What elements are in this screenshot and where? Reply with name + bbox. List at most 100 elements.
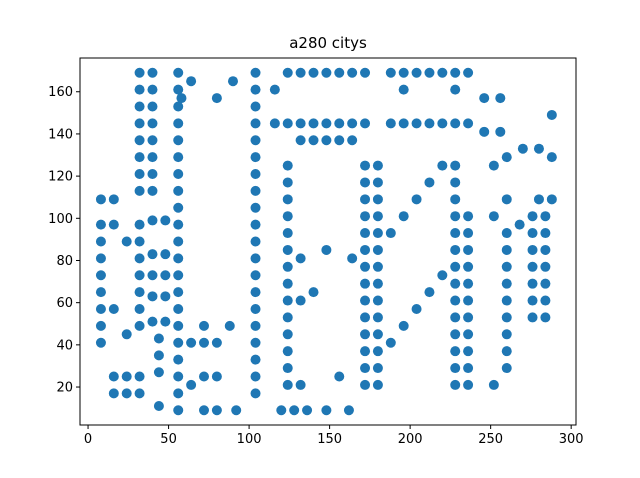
data-point	[501, 261, 512, 272]
data-point	[250, 388, 261, 399]
data-point	[450, 211, 461, 222]
data-point	[437, 160, 448, 171]
data-point	[540, 261, 551, 272]
data-point	[398, 211, 409, 222]
data-point	[95, 236, 106, 247]
data-point	[250, 84, 261, 95]
data-point	[372, 261, 383, 272]
data-point	[282, 346, 293, 357]
data-point	[540, 228, 551, 239]
data-point	[173, 118, 184, 129]
data-point	[134, 101, 145, 112]
data-point	[463, 379, 474, 390]
data-point	[282, 118, 293, 129]
data-point	[95, 270, 106, 281]
data-point	[527, 228, 538, 239]
data-point	[360, 228, 371, 239]
data-point	[173, 371, 184, 382]
data-point	[134, 219, 145, 230]
data-point	[121, 329, 132, 340]
data-point	[173, 185, 184, 196]
data-point	[160, 249, 171, 260]
data-point	[501, 228, 512, 239]
data-point	[360, 160, 371, 171]
data-point	[282, 329, 293, 340]
data-point	[134, 135, 145, 146]
y-tick-label: 60	[56, 296, 73, 311]
data-point	[211, 371, 222, 382]
data-point	[463, 118, 474, 129]
data-point	[463, 67, 474, 78]
data-point	[269, 118, 280, 129]
data-point	[347, 135, 358, 146]
data-point	[186, 76, 197, 87]
data-point	[360, 312, 371, 323]
data-point	[176, 93, 187, 104]
data-point	[411, 194, 422, 205]
data-point	[250, 185, 261, 196]
data-point	[308, 67, 319, 78]
data-point	[173, 152, 184, 163]
data-point	[501, 278, 512, 289]
y-tick-label: 40	[56, 338, 73, 353]
data-point	[450, 67, 461, 78]
data-point	[463, 211, 474, 222]
data-point	[463, 312, 474, 323]
data-point	[450, 295, 461, 306]
data-point	[282, 379, 293, 390]
data-point	[463, 261, 474, 272]
data-point	[147, 118, 158, 129]
data-point	[343, 405, 354, 416]
data-point	[108, 219, 119, 230]
data-point	[501, 329, 512, 340]
data-point	[308, 118, 319, 129]
data-point	[450, 177, 461, 188]
data-point	[95, 253, 106, 264]
data-point	[173, 320, 184, 331]
data-point	[95, 194, 106, 205]
data-point	[134, 169, 145, 180]
data-point	[463, 295, 474, 306]
data-point	[321, 244, 332, 255]
data-point	[289, 405, 300, 416]
data-point	[514, 219, 525, 230]
data-point	[173, 135, 184, 146]
data-point	[463, 363, 474, 374]
y-tick-label: 100	[48, 212, 73, 227]
data-point	[501, 244, 512, 255]
data-point	[450, 329, 461, 340]
data-point	[372, 295, 383, 306]
data-point	[360, 177, 371, 188]
data-point	[95, 337, 106, 348]
data-point	[540, 295, 551, 306]
data-point	[250, 303, 261, 314]
data-point	[424, 287, 435, 298]
data-point	[347, 67, 358, 78]
data-point	[488, 379, 499, 390]
data-point	[134, 388, 145, 399]
data-point	[250, 337, 261, 348]
data-point	[282, 177, 293, 188]
data-point	[321, 405, 332, 416]
data-point	[250, 101, 261, 112]
data-point	[199, 320, 209, 331]
data-point	[108, 194, 119, 205]
data-point	[347, 253, 358, 264]
data-point	[134, 84, 145, 95]
data-point	[495, 126, 506, 137]
y-tick-label: 140	[48, 127, 73, 142]
data-point	[282, 312, 293, 323]
data-point	[450, 379, 461, 390]
plot-frame	[79, 57, 577, 426]
data-point	[501, 152, 512, 163]
data-point	[424, 67, 435, 78]
data-point	[121, 388, 132, 399]
data-point	[108, 371, 119, 382]
data-point	[295, 118, 306, 129]
x-tick-label: 200	[398, 432, 423, 447]
data-point	[501, 295, 512, 306]
data-point	[411, 67, 422, 78]
data-point	[134, 118, 145, 129]
